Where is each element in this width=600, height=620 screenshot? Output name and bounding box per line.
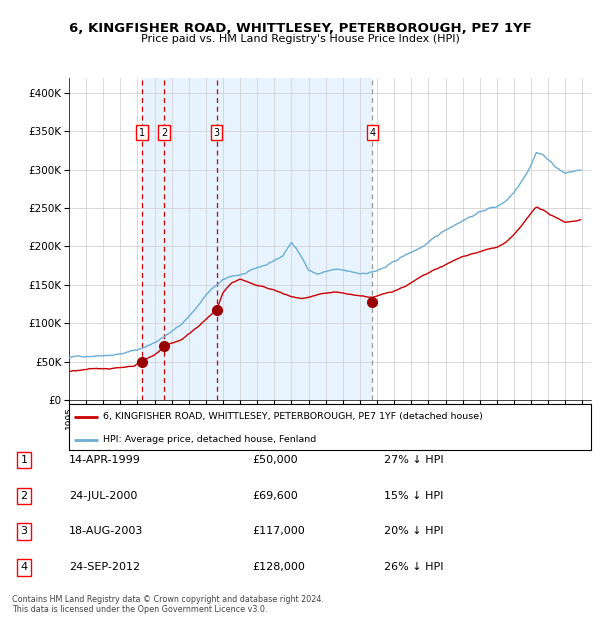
Bar	[142, 78, 373, 400]
Text: 18-AUG-2003: 18-AUG-2003	[69, 526, 143, 536]
Text: £69,600: £69,600	[252, 491, 298, 501]
Text: 14-APR-1999: 14-APR-1999	[69, 455, 141, 465]
Text: This data is licensed under the Open Government Licence v3.0.: This data is licensed under the Open Gov…	[12, 604, 268, 614]
Text: 3: 3	[214, 128, 220, 138]
Text: 4: 4	[20, 562, 28, 572]
Text: 20% ↓ HPI: 20% ↓ HPI	[384, 526, 443, 536]
Text: £117,000: £117,000	[252, 526, 305, 536]
Text: 3: 3	[20, 526, 28, 536]
Text: 24-SEP-2012: 24-SEP-2012	[69, 562, 140, 572]
Text: 1: 1	[139, 128, 145, 138]
Text: 4: 4	[370, 128, 376, 138]
Text: 27% ↓ HPI: 27% ↓ HPI	[384, 455, 443, 465]
Text: £128,000: £128,000	[252, 562, 305, 572]
Text: £50,000: £50,000	[252, 455, 298, 465]
Text: Price paid vs. HM Land Registry's House Price Index (HPI): Price paid vs. HM Land Registry's House …	[140, 34, 460, 44]
Text: 24-JUL-2000: 24-JUL-2000	[69, 491, 137, 501]
Text: 2: 2	[161, 128, 167, 138]
Text: 1: 1	[20, 455, 28, 465]
Text: 26% ↓ HPI: 26% ↓ HPI	[384, 562, 443, 572]
Text: 2: 2	[20, 491, 28, 501]
Text: 15% ↓ HPI: 15% ↓ HPI	[384, 491, 443, 501]
Text: 6, KINGFISHER ROAD, WHITTLESEY, PETERBOROUGH, PE7 1YF (detached house): 6, KINGFISHER ROAD, WHITTLESEY, PETERBOR…	[103, 412, 483, 422]
Text: 6, KINGFISHER ROAD, WHITTLESEY, PETERBOROUGH, PE7 1YF: 6, KINGFISHER ROAD, WHITTLESEY, PETERBOR…	[68, 22, 532, 35]
Text: Contains HM Land Registry data © Crown copyright and database right 2024.: Contains HM Land Registry data © Crown c…	[12, 595, 324, 604]
Text: HPI: Average price, detached house, Fenland: HPI: Average price, detached house, Fenl…	[103, 435, 316, 444]
